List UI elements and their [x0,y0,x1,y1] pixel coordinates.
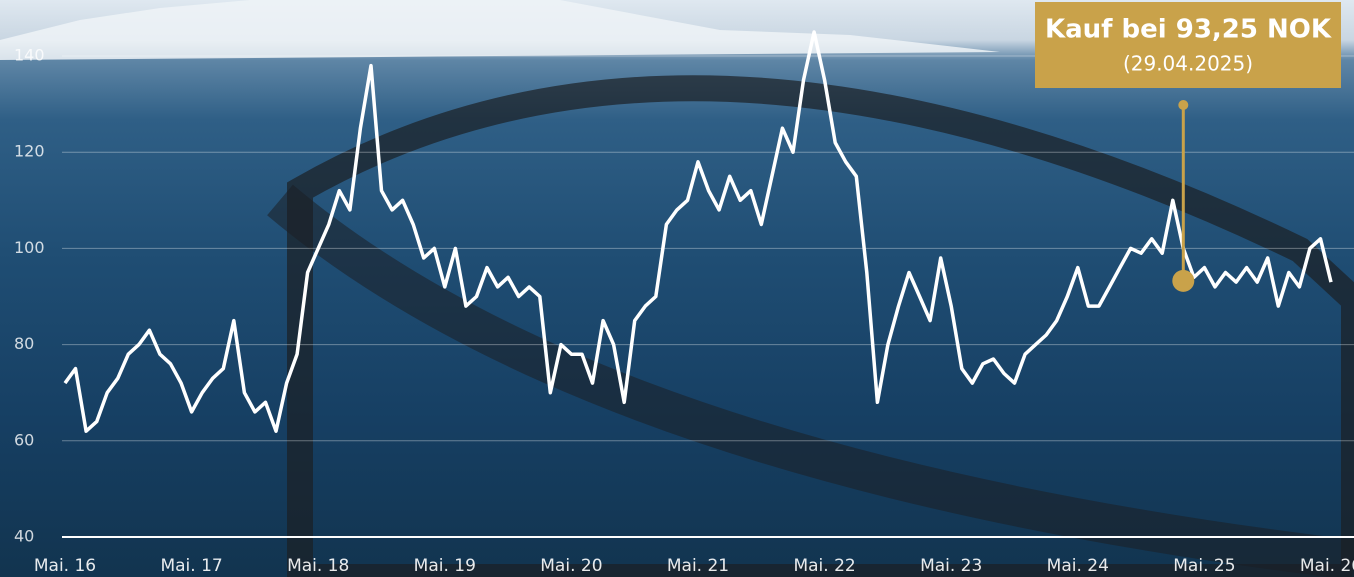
y-tick-label: 60 [14,430,34,449]
x-tick-label: Mai. 20 [540,556,602,576]
y-tick-label: 40 [14,527,34,546]
x-tick-label: Mai. 16 [34,556,96,576]
y-tick-label: 120 [14,142,45,161]
x-tick-label: Mai. 19 [414,556,476,576]
annotation-stem-top [1178,100,1189,110]
x-tick-label: Mai. 21 [667,556,729,576]
y-tick-label: 80 [14,334,34,353]
annotation-date: (29.04.2025) [1123,52,1253,76]
y-tick-label: 100 [14,238,45,257]
x-tick-label: Mai. 17 [160,556,222,576]
annotation-marker [1172,269,1195,292]
x-tick-label: Mai. 26 [1300,556,1354,576]
x-tick-label: Mai. 22 [793,556,855,576]
annotation-text: Kauf bei 93,25 NOK [1045,15,1332,45]
x-tick-label: Mai. 18 [287,556,349,576]
annotation-box [1035,2,1341,88]
x-tick-label: Mai. 23 [920,556,982,576]
y-tick-label: 140 [14,46,45,65]
x-tick-label: Mai. 24 [1047,556,1109,576]
x-tick-label: Mai. 25 [1173,556,1235,576]
price-line [63,30,1333,433]
